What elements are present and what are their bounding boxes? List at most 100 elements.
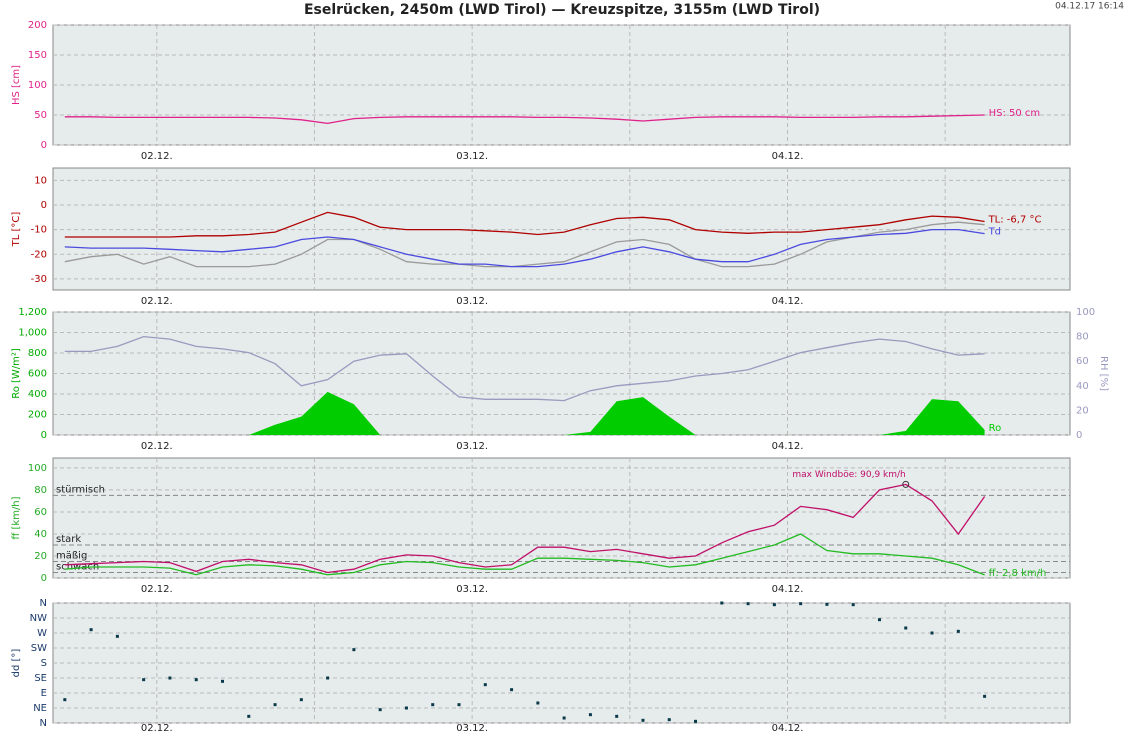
y-tick-label: S [41, 658, 47, 669]
plot-area [52, 167, 1071, 291]
wind-dir-point [667, 718, 671, 722]
y-axis-label: ff [km/h] [11, 496, 22, 539]
x-tick-label: 04.12. [772, 296, 804, 307]
wind-dir-point [983, 694, 987, 698]
threshold-label: mäßig [56, 550, 87, 561]
wind-dir-point [562, 716, 566, 720]
y-tick-label: 600 [28, 369, 47, 380]
y2-axis-label: RH [%] [1098, 356, 1109, 391]
y-tick-label: 1,000 [18, 328, 47, 339]
y-tick-label: 0 [41, 140, 47, 151]
wind-dir-point [825, 602, 829, 606]
wind-dir-point [194, 678, 198, 682]
wind-dir-point [247, 714, 251, 718]
wind-dir-point [326, 676, 330, 680]
series-label: HS: 50 cm [989, 108, 1041, 119]
x-tick-label: 02.12. [141, 296, 173, 307]
series-line [64, 533, 985, 576]
y2-tick-label: 100 [1076, 307, 1095, 318]
wind-dir-point [299, 698, 303, 702]
y-tick-label: 1,200 [18, 307, 47, 318]
series-line [64, 228, 985, 268]
y-tick-label: 100 [28, 80, 47, 91]
wind-dir-point [615, 714, 619, 718]
series-area [64, 391, 985, 435]
y-tick-label: NE [33, 703, 47, 714]
y-tick-label: 0 [41, 573, 47, 584]
y-tick-label: N [40, 598, 47, 609]
y2-tick-label: 20 [1076, 405, 1089, 416]
wind-dir-point [772, 603, 776, 607]
y-tick-label: NW [30, 613, 47, 624]
annotation: max Windböe: 90,9 km/h [792, 470, 905, 480]
series-label: Ro [989, 423, 1002, 434]
wind-dir-point [404, 706, 408, 710]
series-line [64, 221, 985, 268]
series-label: ff: 2,8 km/h [989, 568, 1047, 579]
y2-tick-label: 0 [1076, 430, 1082, 441]
y-tick-label: 10 [34, 175, 47, 186]
wind-dir-point [510, 688, 514, 692]
threshold-label: schwach [56, 561, 99, 572]
x-tick-label: 03.12. [456, 441, 488, 452]
wind-dir-point [142, 678, 146, 682]
y-tick-label: 50 [34, 110, 47, 121]
y-tick-label: 150 [28, 50, 47, 61]
wind-dir-point [720, 601, 724, 605]
wind-dir-point [694, 719, 698, 723]
wind-dir-point [89, 628, 93, 632]
x-tick-label: 03.12. [456, 151, 488, 162]
max-marker [902, 480, 910, 488]
wind-dir-point [115, 634, 119, 638]
wind-dir-point [877, 618, 881, 622]
y-axis-label: Ro [W/m²] [11, 348, 22, 399]
wind-dir-point [378, 708, 382, 712]
y-tick-label: 20 [34, 551, 47, 562]
x-tick-label: 02.12. [141, 151, 173, 162]
chart-title: Eselrücken, 2450m (LWD Tirol) — Kreuzspi… [304, 2, 820, 18]
y-axis-label: HS [cm] [11, 65, 22, 105]
x-tick-label: 04.12. [772, 723, 804, 733]
y-tick-label: 200 [28, 410, 47, 421]
wind-dir-point [457, 703, 461, 707]
wind-dir-point [746, 602, 750, 606]
wind-dir-point [168, 676, 172, 680]
x-tick-label: 02.12. [141, 723, 173, 733]
y2-tick-label: 40 [1076, 381, 1089, 392]
y-tick-label: 60 [34, 507, 47, 518]
y-tick-label: 400 [28, 389, 47, 400]
y-tick-label: -30 [31, 274, 47, 285]
wind-dir-point [221, 679, 224, 683]
series-line [64, 483, 986, 574]
y-tick-label: 100 [28, 463, 47, 474]
timestamp: 04.12.17 16:14 [1055, 2, 1124, 12]
x-tick-label: 03.12. [456, 296, 488, 307]
y-tick-label: SW [31, 643, 47, 654]
wind-dir-point [63, 698, 67, 702]
y-tick-label: 200 [28, 20, 47, 31]
x-tick-label: 03.12. [456, 584, 488, 595]
y-tick-label: 0 [41, 200, 47, 211]
threshold-label: stürmisch [56, 484, 105, 495]
plot-area [52, 457, 1071, 579]
y-tick-label: 80 [34, 485, 47, 496]
wind-dir-point [588, 713, 592, 717]
series-label: TL: -6,7 °C [988, 214, 1042, 225]
threshold-label: stark [56, 534, 81, 545]
y-tick-label: W [37, 628, 47, 639]
series-line [64, 335, 985, 402]
y-tick-label: N [40, 718, 47, 729]
series-line [64, 114, 985, 125]
y-tick-label: 800 [28, 348, 47, 359]
y-axis-label: TL [°C] [11, 212, 22, 248]
wind-dir-point [904, 626, 908, 630]
x-tick-label: 04.12. [772, 584, 804, 595]
wind-dir-point [799, 602, 803, 606]
wind-dir-point [956, 629, 960, 633]
wind-dir-point [352, 648, 356, 652]
x-tick-label: 04.12. [772, 151, 804, 162]
y-tick-label: SE [34, 673, 47, 684]
x-tick-label: 04.12. [772, 441, 804, 452]
wind-dir-point [930, 631, 934, 635]
